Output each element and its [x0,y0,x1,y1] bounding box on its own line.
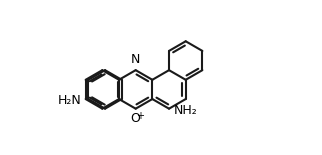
Text: N: N [131,53,140,66]
Text: O: O [131,112,141,125]
Text: NH₂: NH₂ [174,104,197,117]
Text: H₂N: H₂N [57,94,81,107]
Text: +: + [136,111,144,120]
